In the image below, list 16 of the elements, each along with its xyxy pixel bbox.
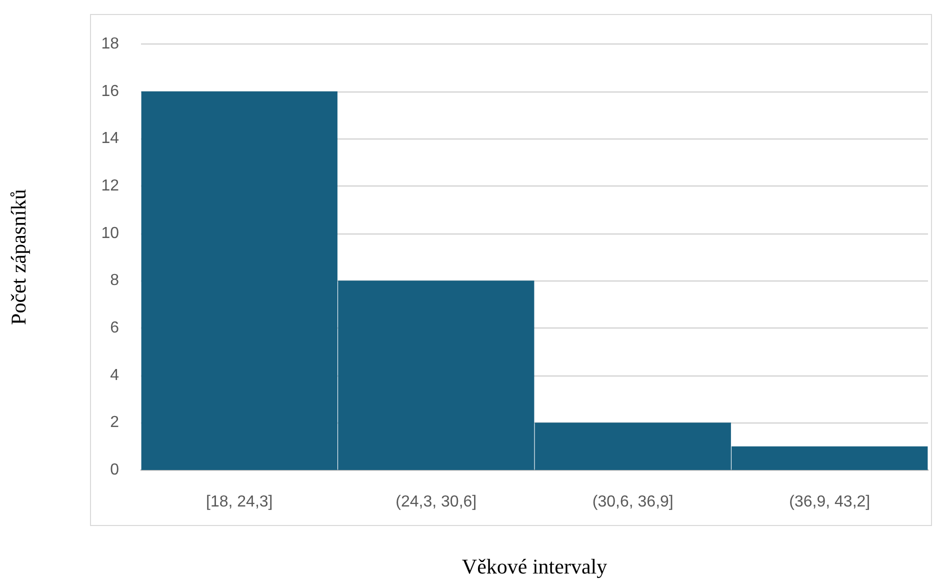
- y-tick-label: 6: [110, 320, 120, 336]
- y-tick-label: 10: [101, 224, 120, 242]
- y-tick-label: 8: [110, 272, 120, 290]
- y-tick-label: 0: [110, 462, 120, 478]
- x-axis-title: Věkové intervaly: [462, 554, 608, 578]
- y-tick-label: 14: [101, 130, 120, 148]
- y-tick-label: 18: [101, 36, 120, 52]
- y-axis-title: Počet zápasníků: [6, 188, 30, 325]
- y-tick-label: 2: [110, 414, 120, 432]
- y-tick-label: 4: [110, 366, 120, 384]
- y-tick-label: 12: [101, 178, 120, 194]
- x-tick-label: (30,6, 36,9]: [592, 494, 674, 510]
- x-tick-label: (24,3, 30,6]: [396, 494, 477, 510]
- y-tick-label: 16: [101, 82, 120, 100]
- x-tick-label: (36,9, 43,2]: [789, 494, 870, 510]
- x-tick-label: [18, 24,3]: [206, 494, 273, 510]
